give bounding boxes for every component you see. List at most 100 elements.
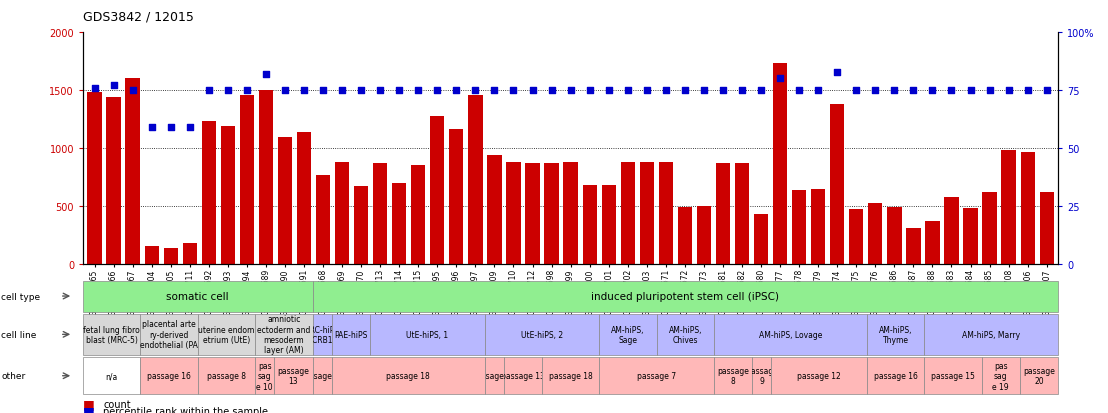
Point xyxy=(866,88,884,94)
Point xyxy=(829,69,847,76)
Bar xyxy=(316,175,330,264)
Bar xyxy=(525,163,540,264)
Bar xyxy=(869,203,882,264)
Point xyxy=(276,88,294,94)
Bar xyxy=(983,192,997,264)
Point xyxy=(143,125,161,131)
Text: AM-hiPS, Marry: AM-hiPS, Marry xyxy=(962,330,1020,339)
Bar xyxy=(353,187,368,264)
Text: count: count xyxy=(103,399,131,409)
Point xyxy=(199,88,217,94)
Text: PAE-hiPS: PAE-hiPS xyxy=(335,330,368,339)
Point xyxy=(809,88,827,94)
Point xyxy=(771,76,789,83)
Point xyxy=(524,88,542,94)
Text: cell line: cell line xyxy=(1,330,37,339)
Point xyxy=(371,88,389,94)
Point xyxy=(124,88,142,94)
Bar xyxy=(906,228,921,264)
Point xyxy=(448,88,465,94)
Text: UtE-hiPS, 2: UtE-hiPS, 2 xyxy=(521,330,563,339)
Text: fetal lung fibro
blast (MRC-5): fetal lung fibro blast (MRC-5) xyxy=(83,325,140,344)
Bar xyxy=(1002,151,1016,264)
Point xyxy=(543,88,561,94)
Bar xyxy=(830,105,844,264)
Bar xyxy=(753,215,768,264)
Bar xyxy=(183,244,197,264)
Text: passage 27: passage 27 xyxy=(472,371,516,380)
Bar xyxy=(963,209,977,264)
Text: UtE-hiPS, 1: UtE-hiPS, 1 xyxy=(407,330,449,339)
Text: ■: ■ xyxy=(83,397,95,411)
Bar xyxy=(449,130,463,264)
Point xyxy=(848,88,865,94)
Point xyxy=(790,88,808,94)
Text: passage
9: passage 9 xyxy=(746,366,778,385)
Bar xyxy=(125,79,140,264)
Text: MRC-hiPS,
Tic(JCRB1331: MRC-hiPS, Tic(JCRB1331 xyxy=(297,325,348,344)
Bar xyxy=(239,95,254,264)
Bar xyxy=(888,208,902,264)
Bar xyxy=(792,190,807,264)
Text: passage 7: passage 7 xyxy=(637,371,676,380)
Bar xyxy=(335,163,349,264)
Point xyxy=(657,88,675,94)
Bar xyxy=(602,186,616,264)
Text: n/a: n/a xyxy=(105,371,117,380)
Bar xyxy=(697,206,711,264)
Bar xyxy=(297,133,311,264)
Point xyxy=(181,125,198,131)
Bar xyxy=(811,189,825,264)
Bar xyxy=(678,208,692,264)
Bar xyxy=(106,98,121,264)
Point xyxy=(162,125,179,131)
Point xyxy=(638,88,656,94)
Point xyxy=(104,83,122,90)
Text: somatic cell: somatic cell xyxy=(166,291,229,301)
Point xyxy=(581,88,598,94)
Bar xyxy=(716,164,730,264)
Bar xyxy=(583,186,597,264)
Text: uterine endom
etrium (UtE): uterine endom etrium (UtE) xyxy=(198,325,255,344)
Point xyxy=(1018,88,1036,94)
Bar xyxy=(564,163,577,264)
Point xyxy=(504,88,522,94)
Text: AM-hiPS,
Chives: AM-hiPS, Chives xyxy=(668,325,702,344)
Text: placental arte
ry-derived
endothelial (PA: placental arte ry-derived endothelial (P… xyxy=(141,320,198,349)
Point xyxy=(466,88,484,94)
Point xyxy=(752,88,770,94)
Point xyxy=(981,88,998,94)
Bar xyxy=(544,163,558,264)
Text: passage 18: passage 18 xyxy=(548,371,593,380)
Text: passage 16: passage 16 xyxy=(147,371,191,380)
Text: percentile rank within the sample: percentile rank within the sample xyxy=(103,406,268,413)
Text: pas
sag
e 19: pas sag e 19 xyxy=(993,361,1009,391)
Point xyxy=(257,71,275,78)
Point xyxy=(676,88,694,94)
Bar xyxy=(944,197,958,264)
Text: passage 13: passage 13 xyxy=(501,371,545,380)
Point xyxy=(295,88,312,94)
Text: AM-hiPS,
Sage: AM-hiPS, Sage xyxy=(612,325,645,344)
Point xyxy=(352,88,370,94)
Bar xyxy=(278,138,293,264)
Bar xyxy=(469,95,483,264)
Text: passage
20: passage 20 xyxy=(1023,366,1055,385)
Bar xyxy=(430,116,444,264)
Text: AM-hiPS,
Thyme: AM-hiPS, Thyme xyxy=(879,325,912,344)
Point xyxy=(334,88,351,94)
Bar xyxy=(773,64,788,264)
Point xyxy=(904,88,922,94)
Bar xyxy=(411,166,425,264)
Text: passage
13: passage 13 xyxy=(277,366,309,385)
Point xyxy=(562,88,579,94)
Point xyxy=(315,88,332,94)
Text: amniotic
ectoderm and
mesoderm
layer (AM): amniotic ectoderm and mesoderm layer (AM… xyxy=(257,314,310,355)
Point xyxy=(733,88,751,94)
Text: induced pluripotent stem cell (iPSC): induced pluripotent stem cell (iPSC) xyxy=(592,291,779,301)
Bar xyxy=(220,127,235,264)
Point xyxy=(714,88,731,94)
Bar xyxy=(506,163,521,264)
Bar xyxy=(735,163,749,264)
Bar xyxy=(1020,152,1035,264)
